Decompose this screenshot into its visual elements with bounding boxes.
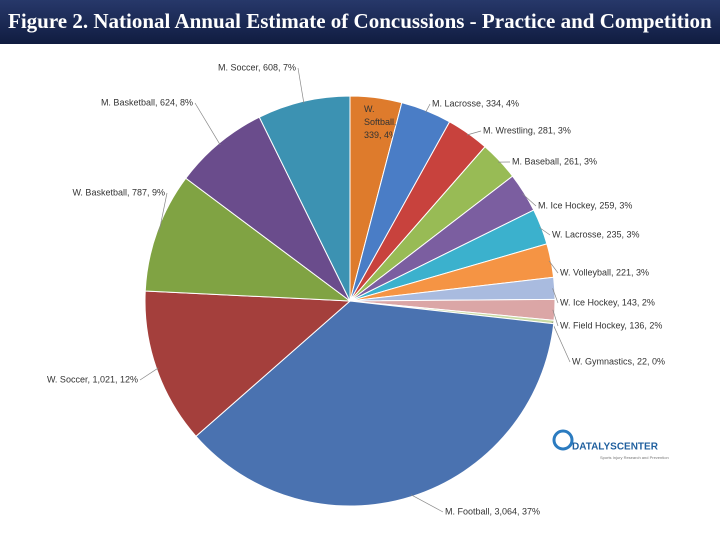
leader-line (158, 192, 168, 233)
leader-line (522, 193, 537, 207)
data-label: M. Ice Hockey, 259, 3% (538, 200, 632, 210)
leader-line (139, 367, 159, 381)
logo-text: DATALYSCENTER (572, 442, 659, 453)
logo: DATALYSCENTER Sports Injury Research and… (552, 429, 669, 460)
leader-line (297, 67, 305, 104)
chart-title: Figure 2. National Annual Estimate of Co… (8, 9, 712, 33)
leader-line (551, 321, 571, 363)
data-label: W. Soccer, 1,021, 12% (47, 374, 138, 384)
data-label: W. Lacrosse, 235, 3% (552, 229, 640, 239)
data-label: W. Basketball, 787, 9% (72, 187, 165, 197)
data-label: M. Lacrosse, 334, 4% (432, 98, 519, 108)
data-label: W. Gymnastics, 22, 0% (572, 356, 665, 366)
leader-line (410, 494, 444, 513)
leader-line (552, 288, 559, 304)
logo-icon (552, 429, 574, 451)
leader-line (548, 260, 559, 274)
pie-slice (144, 290, 352, 438)
data-label: M. Wrestling, 281, 3% (483, 125, 571, 135)
data-label: M. Baseball, 261, 3% (512, 156, 597, 166)
data-label: W. Volleyball, 221, 3% (560, 267, 649, 277)
pie-slice (195, 300, 555, 507)
leader-line (425, 103, 431, 113)
data-label: W. Field Hockey, 136, 2% (560, 320, 662, 330)
leader-line (538, 227, 551, 236)
pie-slice (144, 177, 352, 302)
leader-line (194, 102, 221, 146)
data-label: M. Football, 3,064, 37% (445, 506, 540, 516)
leader-line (466, 130, 482, 136)
data-label: W. Softball, 339, 4% (364, 104, 397, 140)
leader-line (552, 309, 559, 327)
data-label: M. Soccer, 608, 7% (218, 62, 296, 72)
title-bar (0, 0, 720, 44)
data-label: W. Ice Hockey, 143, 2% (560, 297, 655, 307)
data-label: M. Basketball, 624, 8% (101, 97, 193, 107)
logo-subtitle: Sports Injury Research and Prevention (600, 455, 669, 460)
